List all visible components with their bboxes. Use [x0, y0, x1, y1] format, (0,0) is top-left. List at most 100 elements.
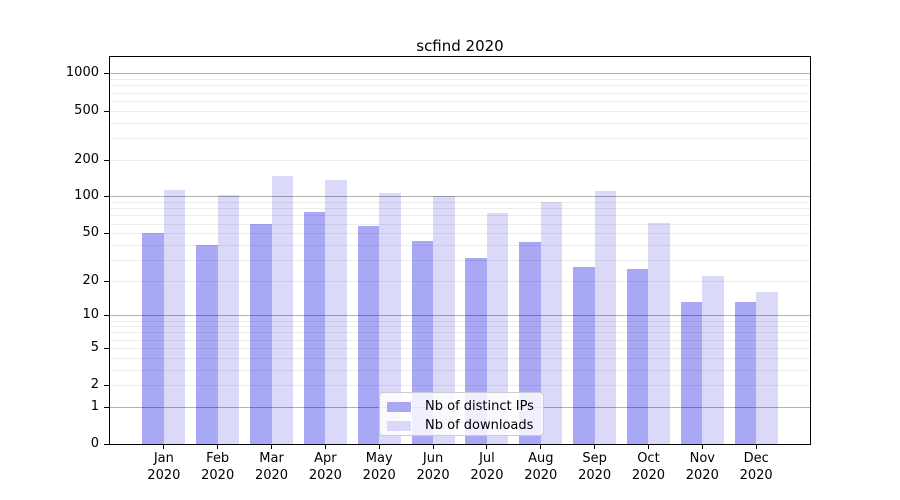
- x-tick-mark: [647, 445, 649, 449]
- gridline-minor: [110, 347, 810, 349]
- legend: Nb of distinct IPs Nb of downloads: [379, 392, 544, 436]
- y-tick-mark: [104, 159, 109, 161]
- x-tick-month: Mar: [259, 451, 284, 466]
- x-tick-month: Oct: [637, 451, 660, 466]
- x-tick-label: Feb 2020: [182, 450, 254, 484]
- bar-downloads-oct: [648, 222, 670, 444]
- y-tick-label: 100: [74, 188, 99, 204]
- bar-downloads-sep: [594, 190, 617, 444]
- bar-downloads-dec: [756, 292, 778, 444]
- y-tick-label: 50: [82, 225, 99, 241]
- x-tick-mark: [163, 445, 165, 449]
- x-tick-year: 2020: [254, 468, 289, 483]
- x-tick-year: 2020: [524, 468, 558, 483]
- gridline-major: [110, 73, 810, 75]
- legend-swatch-icon: [387, 401, 411, 412]
- bar-ips-feb: [196, 244, 218, 444]
- gridline-minor: [110, 223, 810, 225]
- y-tick-label: 5: [90, 339, 99, 355]
- gridline-minor: [110, 215, 810, 217]
- x-tick-month: Jul: [479, 451, 495, 466]
- y-tick-label: 0: [90, 436, 99, 451]
- x-tick-year: 2020: [362, 468, 396, 483]
- bar-ips-sep: [573, 267, 595, 444]
- bar-downloads-jun: [433, 195, 455, 444]
- bar-ips-dec: [734, 302, 757, 444]
- x-tick-mark: [594, 445, 596, 449]
- x-tick-label: Mar 2020: [236, 450, 308, 484]
- gridline-minor: [110, 92, 810, 94]
- bar-ips-nov: [680, 302, 703, 444]
- bar-ips-may: [357, 226, 380, 444]
- y-tick-label: 500: [74, 102, 99, 118]
- gridline-major: [110, 196, 810, 198]
- gridline-minor: [110, 332, 810, 334]
- legend-label: Nb of downloads: [425, 418, 534, 433]
- legend-swatch-icon: [387, 420, 411, 431]
- x-tick-mark: [324, 445, 326, 449]
- bar-downloads-mar: [271, 175, 294, 444]
- gridline-minor: [110, 79, 810, 81]
- y-tick-mark: [104, 196, 109, 198]
- y-tick-label: 2: [90, 377, 99, 393]
- gridline-minor: [110, 385, 810, 387]
- bar-ips-jan: [142, 233, 164, 444]
- x-tick-label: Dec 2020: [720, 450, 792, 484]
- bar-downloads-jan: [163, 189, 186, 444]
- x-tick-label: Nov 2020: [666, 450, 738, 484]
- x-tick-year: 2020: [416, 468, 450, 483]
- gridline-minor: [110, 159, 810, 161]
- bar-downloads-feb: [217, 195, 240, 444]
- y-tick-mark: [104, 73, 109, 75]
- x-tick-mark: [217, 445, 219, 449]
- bar-downloads-apr: [325, 180, 347, 444]
- legend-item-distinct-ips: Nb of distinct IPs: [380, 397, 543, 416]
- x-tick-year: 2020: [739, 468, 773, 483]
- bar-ips-mar: [250, 224, 272, 444]
- y-tick-mark: [104, 315, 109, 317]
- gridline-minor: [110, 326, 810, 328]
- x-tick-month: Jun: [422, 451, 444, 466]
- bar-downloads-may: [379, 192, 401, 444]
- gridline-minor: [110, 259, 810, 261]
- gridline-minor: [110, 100, 810, 102]
- x-tick-label: Oct 2020: [612, 450, 684, 484]
- x-tick-label: Jun 2020: [397, 450, 469, 484]
- x-tick-month: Jan: [153, 451, 174, 466]
- gridline-minor: [110, 202, 810, 204]
- bar-downloads-jul: [486, 213, 509, 444]
- x-tick-month: Feb: [206, 451, 230, 466]
- x-tick-mark: [271, 445, 273, 449]
- gridline-minor: [110, 122, 810, 124]
- x-tick-label: Jul 2020: [451, 450, 523, 484]
- x-tick-label: May 2020: [343, 450, 415, 484]
- x-tick-label: Sep 2020: [559, 450, 631, 484]
- gridline-minor: [110, 339, 810, 341]
- gridline-minor: [110, 357, 810, 359]
- x-tick-mark: [701, 445, 703, 449]
- bar-downloads-aug: [540, 202, 563, 444]
- x-tick-year: 2020: [147, 468, 181, 483]
- bar-ips-oct: [626, 269, 649, 444]
- chart-title: scfind 2020: [416, 37, 504, 55]
- x-tick-month: Aug: [528, 451, 554, 466]
- gridline-minor: [110, 320, 810, 322]
- gridline-minor: [110, 85, 810, 87]
- x-tick-year: 2020: [685, 468, 719, 483]
- x-tick-mark: [755, 445, 757, 449]
- y-tick-mark: [104, 110, 109, 112]
- y-tick-mark: [104, 385, 109, 387]
- x-tick-month: Dec: [743, 451, 769, 466]
- x-tick-mark: [486, 445, 488, 449]
- y-tick-label: 1000: [65, 65, 99, 81]
- y-tick-mark: [104, 280, 109, 282]
- x-tick-mark: [432, 445, 434, 449]
- x-tick-year: 2020: [470, 468, 504, 483]
- x-tick-label: Aug 2020: [505, 450, 577, 484]
- y-tick-mark: [104, 406, 109, 408]
- x-tick-year: 2020: [631, 468, 665, 483]
- bar-ips-apr: [303, 211, 326, 444]
- gridline-minor: [110, 137, 810, 139]
- y-tick-mark: [104, 233, 109, 235]
